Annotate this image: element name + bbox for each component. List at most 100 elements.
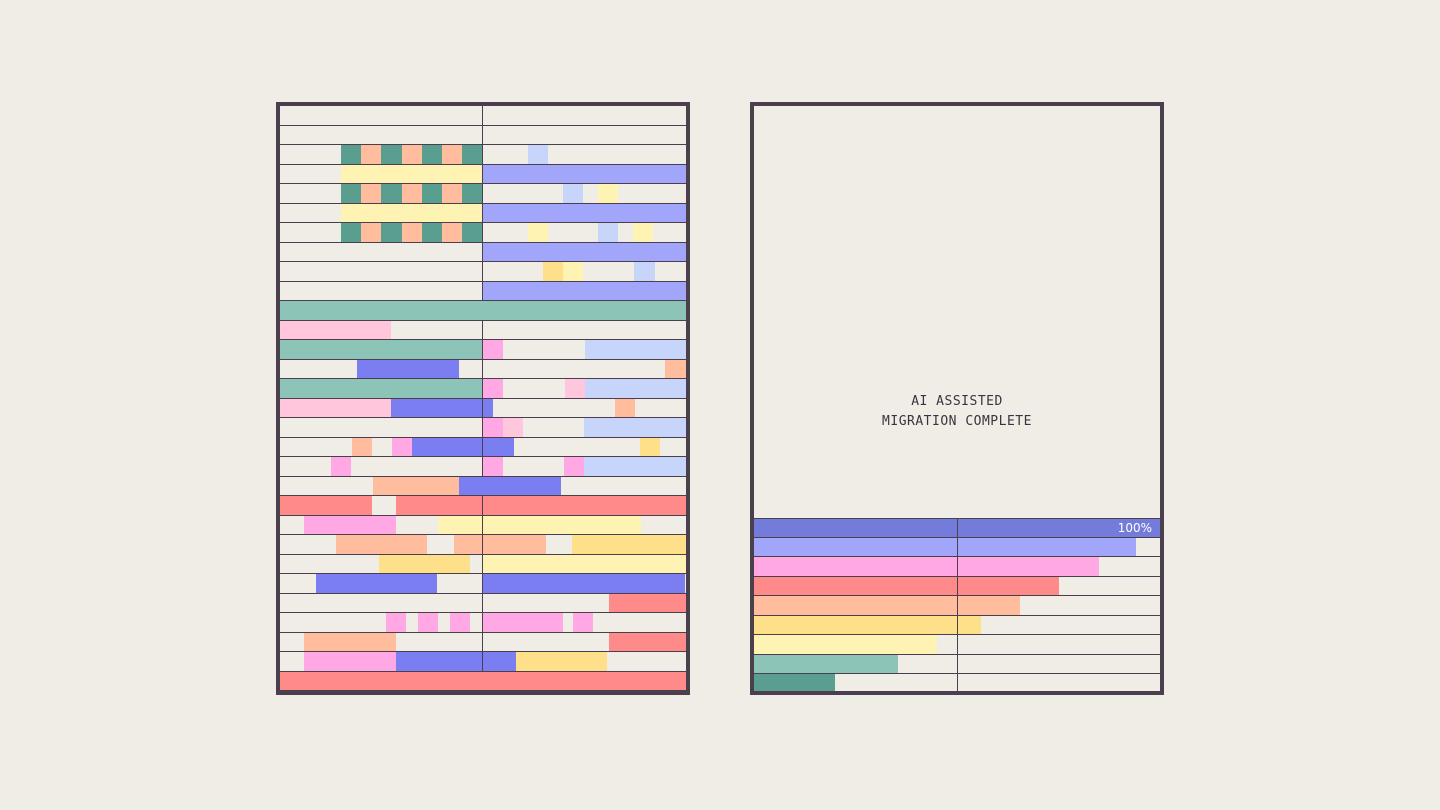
source-grid xyxy=(280,106,686,691)
grid-block xyxy=(609,632,686,651)
grid-block xyxy=(280,320,391,339)
grid-block xyxy=(280,398,391,417)
grid-row xyxy=(280,126,686,145)
grid-block xyxy=(280,496,372,515)
grid-row xyxy=(280,223,686,243)
grid-block xyxy=(483,379,503,398)
grid-block xyxy=(462,223,483,242)
grid-block xyxy=(386,613,406,632)
grid-block xyxy=(280,301,686,320)
grid-block xyxy=(361,145,381,164)
grid-block xyxy=(280,379,483,398)
grid-row xyxy=(280,145,686,165)
grid-block xyxy=(459,476,561,495)
grid-block xyxy=(304,652,396,671)
grid-block xyxy=(357,359,459,378)
grid-block xyxy=(634,262,655,281)
grid-block xyxy=(528,145,548,164)
grid-block xyxy=(442,145,462,164)
grid-block xyxy=(422,223,442,242)
progress-bar-fill xyxy=(754,654,899,673)
grid-row xyxy=(280,457,686,477)
status-line-2: MIGRATION COMPLETE xyxy=(882,414,1032,429)
grid-block xyxy=(373,476,459,495)
grid-block xyxy=(564,457,584,476)
grid-block xyxy=(379,554,470,573)
grid-block xyxy=(633,223,653,242)
grid-row xyxy=(280,203,686,223)
grid-row xyxy=(280,574,686,594)
grid-block xyxy=(402,145,422,164)
grid-block xyxy=(573,613,593,632)
grid-block xyxy=(352,437,372,456)
grid-row xyxy=(280,164,686,184)
grid-block xyxy=(341,203,483,222)
grid-block xyxy=(516,652,607,671)
grid-block xyxy=(462,145,483,164)
grid-block xyxy=(381,223,402,242)
grid-row xyxy=(280,184,686,204)
grid-block xyxy=(422,184,442,203)
grid-row xyxy=(280,593,686,613)
grid-block xyxy=(304,515,396,534)
grid-block xyxy=(462,184,483,203)
grid-block xyxy=(585,340,686,359)
grid-block xyxy=(280,340,483,359)
grid-block xyxy=(563,184,583,203)
grid-row xyxy=(280,613,686,633)
grid-row xyxy=(280,437,686,457)
progress-percent-label: 100% xyxy=(1117,521,1152,535)
grid-block xyxy=(316,574,437,593)
grid-block xyxy=(442,223,462,242)
grid-block xyxy=(336,535,427,554)
grid-block xyxy=(483,554,686,573)
grid-block xyxy=(442,184,462,203)
grid-block xyxy=(402,223,422,242)
grid-block xyxy=(572,535,686,554)
grid-block xyxy=(438,515,641,534)
grid-row xyxy=(280,340,686,360)
grid-block xyxy=(361,184,381,203)
grid-block xyxy=(483,281,686,300)
grid-block xyxy=(543,262,563,281)
grid-block xyxy=(483,457,503,476)
grid-block xyxy=(391,398,493,417)
progress-bar-fill xyxy=(754,615,982,634)
grid-block xyxy=(331,457,351,476)
grid-block xyxy=(392,437,412,456)
grid-block xyxy=(563,262,583,281)
grid-block xyxy=(341,164,483,183)
grid-block xyxy=(422,145,442,164)
grid-row xyxy=(280,418,686,438)
grid-column-divider xyxy=(482,320,483,477)
grid-block xyxy=(396,652,516,671)
grid-block xyxy=(396,496,686,515)
grid-block xyxy=(454,535,546,554)
grid-block xyxy=(585,379,686,398)
source-grid-panel xyxy=(276,102,690,695)
migration-panel: AI ASSISTED MIGRATION COMPLETE 100% xyxy=(750,102,1164,695)
grid-block xyxy=(341,184,361,203)
grid-block xyxy=(565,379,585,398)
grid-row xyxy=(280,301,686,321)
progress-bar-row xyxy=(754,674,1160,691)
grid-block xyxy=(665,359,686,378)
grid-row xyxy=(280,554,686,574)
grid-block xyxy=(402,184,422,203)
grid-block xyxy=(640,437,660,456)
grid-block xyxy=(584,457,686,476)
grid-block xyxy=(528,223,548,242)
grid-row xyxy=(280,671,686,691)
grid-block xyxy=(598,223,618,242)
grid-row xyxy=(280,496,686,516)
grid-block xyxy=(450,613,470,632)
grid-row xyxy=(280,242,686,262)
grid-row xyxy=(280,476,686,496)
progress-bar-fill xyxy=(754,557,1100,576)
progress-bar-fill xyxy=(754,537,1136,556)
grid-block xyxy=(341,223,361,242)
grid-block xyxy=(584,418,686,437)
grid-column-divider xyxy=(482,106,483,301)
grid-block xyxy=(609,593,686,612)
progress-column-divider xyxy=(957,518,958,691)
